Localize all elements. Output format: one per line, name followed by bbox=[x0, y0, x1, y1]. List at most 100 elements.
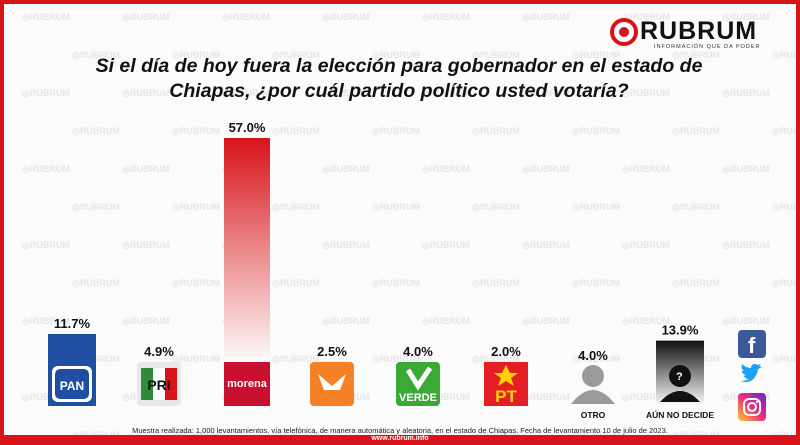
watermark-text: ◎RUBRUM bbox=[422, 88, 470, 98]
watermark-text: ◎RUBRUM bbox=[322, 316, 370, 326]
logo-tagline: INFORMACIÓN QUE DA PODER bbox=[654, 44, 761, 50]
watermark-text: ◎RUBRUM bbox=[672, 50, 720, 60]
watermark-text: ◎RUBRUM bbox=[672, 278, 720, 288]
watermark-text: ◎RUBRUM bbox=[572, 354, 620, 364]
watermark-text: ◎RUBRUM bbox=[222, 12, 270, 22]
watermark-text: ◎RUBRUM bbox=[422, 164, 470, 174]
value-label-2: 57.0% bbox=[229, 120, 266, 135]
facebook-icon[interactable]: f bbox=[738, 330, 766, 358]
watermark-text: ◎RUBRUM bbox=[622, 164, 670, 174]
party-logo-5: PT bbox=[484, 362, 528, 406]
party-logo-3 bbox=[310, 362, 354, 406]
bar-morena bbox=[224, 138, 270, 366]
watermark-text: ◎RUBRUM bbox=[672, 126, 720, 136]
party-logo-0: PAN bbox=[48, 334, 96, 406]
watermark-text: ◎RUBRUM bbox=[572, 50, 620, 60]
bar-chart: PAN 11.7% PRI 4.9% morena 57.0% 2.5% VERDE 4.0% P… bbox=[48, 120, 714, 420]
watermark-text: ◎RUBRUM bbox=[72, 50, 120, 60]
watermark-text: ◎RUBRUM bbox=[72, 278, 120, 288]
svg-text:PAN: PAN bbox=[60, 379, 84, 393]
watermark-text: ◎RUBRUM bbox=[622, 316, 670, 326]
watermark-text: ◎RUBRUM bbox=[122, 316, 170, 326]
watermark-text: ◎RUBRUM bbox=[722, 164, 770, 174]
website-url[interactable]: www.rubrum.info bbox=[4, 435, 796, 441]
watermark-text: ◎RUBRUM bbox=[522, 316, 570, 326]
watermark-text: ◎RUBRUM bbox=[672, 202, 720, 212]
watermark-text: ◎RUBRUM bbox=[22, 88, 70, 98]
watermark-text: ◎RUBRUM bbox=[772, 354, 796, 364]
watermark-text: ◎RUBRUM bbox=[422, 240, 470, 250]
watermark-text: ◎RUBRUM bbox=[722, 240, 770, 250]
watermark-text: ◎RUBRUM bbox=[522, 240, 570, 250]
watermark-text: ◎RUBRUM bbox=[22, 240, 70, 250]
party-logo-4: VERDE bbox=[396, 362, 440, 406]
bar-group-7: ? 13.9% AÚN NO DECIDE bbox=[646, 323, 714, 420]
instagram-icon[interactable] bbox=[738, 393, 766, 421]
value-label-6: 4.0% bbox=[578, 348, 608, 363]
person-silhouette-icon bbox=[571, 365, 615, 404]
value-label-4: 4.0% bbox=[403, 344, 433, 359]
watermark-text: ◎RUBRUM bbox=[622, 392, 670, 402]
svg-text:f: f bbox=[748, 333, 756, 358]
svg-text:PRI: PRI bbox=[147, 377, 170, 393]
watermark-text: ◎RUBRUM bbox=[472, 50, 520, 60]
watermark-text: ◎RUBRUM bbox=[772, 202, 796, 212]
logo-name: RUBRUM bbox=[640, 17, 758, 45]
bar-group-5: PT 2.0% bbox=[484, 344, 528, 406]
bar-group-0: PAN 11.7% bbox=[48, 316, 96, 406]
watermark-text: ◎RUBRUM bbox=[622, 88, 670, 98]
watermark-text: ◎RUBRUM bbox=[422, 392, 470, 402]
watermark-text: ◎RUBRUM bbox=[572, 202, 620, 212]
watermark-text: ◎RUBRUM bbox=[322, 88, 370, 98]
svg-text:?: ? bbox=[676, 371, 683, 383]
rubrum-logo: RUBRUM INFORMACIÓN QUE DA PODER bbox=[610, 16, 790, 50]
watermark-text: ◎RUBRUM bbox=[122, 88, 170, 98]
watermark-text: ◎RUBRUM bbox=[722, 316, 770, 326]
watermark-text: ◎RUBRUM bbox=[372, 202, 420, 212]
value-label-0: 11.7% bbox=[54, 316, 91, 331]
watermark-text: ◎RUBRUM bbox=[22, 392, 70, 402]
watermark-text: ◎RUBRUM bbox=[322, 240, 370, 250]
category-label-7: AÚN NO DECIDE bbox=[646, 409, 714, 420]
watermark-text: ◎RUBRUM bbox=[322, 12, 370, 22]
watermark-text: ◎RUBRUM bbox=[622, 240, 670, 250]
watermark-text: ◎RUBRUM bbox=[722, 12, 770, 22]
chart-title: Si el día de hoy fuera la elección para … bbox=[44, 54, 754, 104]
watermark-text: ◎RUBRUM bbox=[522, 88, 570, 98]
twitter-icon[interactable] bbox=[738, 362, 766, 390]
watermark-text: ◎RUBRUM bbox=[522, 12, 570, 22]
methodology-note: Muestra realizada: 1,000 levantamientos,… bbox=[132, 426, 668, 435]
watermark-text: ◎RUBRUM bbox=[772, 278, 796, 288]
bar-group-2: morena 57.0% bbox=[224, 120, 270, 406]
watermark-text: ◎RUBRUM bbox=[122, 240, 170, 250]
watermark-text: ◎RUBRUM bbox=[422, 12, 470, 22]
value-label-3: 2.5% bbox=[317, 344, 347, 359]
watermark-text: ◎RUBRUM bbox=[622, 12, 670, 22]
watermark-text: ◎RUBRUM bbox=[722, 88, 770, 98]
watermark-text: ◎RUBRUM bbox=[372, 50, 420, 60]
person-question-icon: ? bbox=[660, 365, 700, 402]
watermark-text: ◎RUBRUM bbox=[22, 164, 70, 174]
watermark-text: ◎RUBRUM bbox=[22, 316, 70, 326]
watermark-text: ◎RUBRUM bbox=[72, 202, 120, 212]
value-label-5: 2.0% bbox=[491, 344, 521, 359]
watermark-text: ◎RUBRUM bbox=[322, 164, 370, 174]
watermark-text: ◎RUBRUM bbox=[272, 202, 320, 212]
watermark-text: ◎RUBRUM bbox=[572, 126, 620, 136]
watermark-text: ◎RUBRUM bbox=[372, 126, 420, 136]
watermark-text: ◎RUBRUM bbox=[522, 392, 570, 402]
watermark-text: ◎RUBRUM bbox=[122, 12, 170, 22]
watermark-text: ◎RUBRUM bbox=[772, 126, 796, 136]
svg-text:PT: PT bbox=[495, 387, 517, 406]
bar-group-6: 4.0% OTRO bbox=[571, 348, 615, 420]
chart-title-line-1: Si el día de hoy fuera la elección para … bbox=[95, 55, 703, 77]
watermark-text: ◎RUBRUM bbox=[172, 50, 220, 60]
watermark-text: ◎RUBRUM bbox=[172, 202, 220, 212]
watermark-text: ◎RUBRUM bbox=[772, 50, 796, 60]
watermark-pattern: ◎RUBRUM ◎RUBRUM ◎RUBRUM ◎RUBRUM ◎RUBRUM ◎RUBR… bbox=[22, 12, 796, 440]
svg-text:morena: morena bbox=[227, 378, 268, 390]
watermark-text: ◎RUBRUM bbox=[222, 88, 270, 98]
rubrum-logo-icon bbox=[610, 18, 638, 46]
watermark-text: ◎RUBRUM bbox=[572, 278, 620, 288]
